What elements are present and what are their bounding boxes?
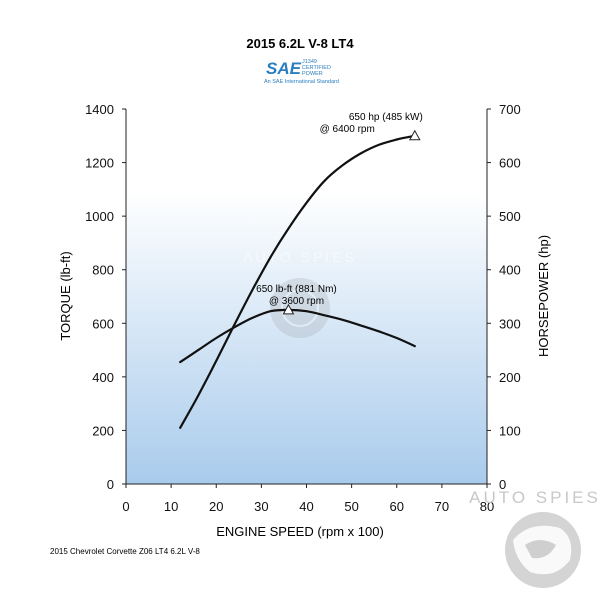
y-axis-right-title: HORSEPOWER (hp) <box>536 235 551 357</box>
y-right-tick-label: 300 <box>499 316 521 331</box>
peak-marker-icon <box>282 303 295 315</box>
y-right-tick-label: 600 <box>499 156 521 171</box>
y-left-tick-label: 200 <box>92 423 114 438</box>
y-left-tick-label: 400 <box>92 370 114 385</box>
y-axis-left-title: TORQUE (lb-ft) <box>58 251 73 340</box>
y-right-tick-label: 700 <box>499 102 521 117</box>
x-tick-label: 0 <box>122 499 129 514</box>
y-left-tick-label: 1400 <box>85 102 114 117</box>
sae-logo-mark: SAE <box>266 59 302 78</box>
sae-logo-line-2: CERTIFIED <box>302 65 331 71</box>
y-left-tick-label: 600 <box>92 316 114 331</box>
corner-watermark: AUTO SPIES <box>469 488 600 507</box>
sae-logo-line-3: POWER <box>302 71 323 77</box>
sae-logo: SAE J1349 CERTIFIED POWER An SAE Interna… <box>264 59 339 85</box>
chart-title: 2015 6.2L V-8 LT4 <box>246 36 354 51</box>
peak-marker-icon <box>408 129 421 141</box>
plot-area <box>126 109 487 484</box>
x-tick-label: 40 <box>299 499 313 514</box>
x-tick-label: 70 <box>435 499 449 514</box>
x-tick-label: 80 <box>480 499 494 514</box>
peak-annotation-line-1: 650 lb-ft (881 Nm) <box>256 284 337 295</box>
y-right-tick-label: 400 <box>499 263 521 278</box>
x-tick-label: 30 <box>254 499 268 514</box>
x-tick-label: 50 <box>344 499 358 514</box>
plot-watermark: AUTO SPIES <box>243 249 357 265</box>
horsepower-curve <box>179 134 416 429</box>
y-right-tick-label: 500 <box>499 209 521 224</box>
y-right-tick-label: 100 <box>499 423 521 438</box>
y-left-tick-label: 1200 <box>85 156 114 171</box>
y-left-tick-label: 1000 <box>85 209 114 224</box>
y-left-tick-label: 0 <box>107 477 114 492</box>
corner-globe-icon <box>505 512 581 588</box>
peak-annotation-line-2: @ 3600 rpm <box>269 296 324 307</box>
watermark-globe-icon <box>270 278 330 338</box>
x-tick-label: 10 <box>164 499 178 514</box>
x-tick-label: 20 <box>209 499 223 514</box>
sae-logo-line-1: J1349 <box>302 59 317 65</box>
chart-footnote: 2015 Chevrolet Corvette Z06 LT4 6.2L V-8 <box>50 547 200 556</box>
sae-logo-tagline: An SAE International Standard <box>264 79 339 85</box>
y-right-tick-label: 200 <box>499 370 521 385</box>
x-axis-title: ENGINE SPEED (rpm x 100) <box>216 524 384 539</box>
y-left-tick-label: 800 <box>92 263 114 278</box>
torque-curve <box>179 308 416 364</box>
peak-annotation-line-1: 650 hp (485 kW) <box>349 112 423 123</box>
peak-annotation-line-2: @ 6400 rpm <box>320 124 375 135</box>
x-tick-label: 60 <box>390 499 404 514</box>
y-right-tick-label: 0 <box>499 477 506 492</box>
